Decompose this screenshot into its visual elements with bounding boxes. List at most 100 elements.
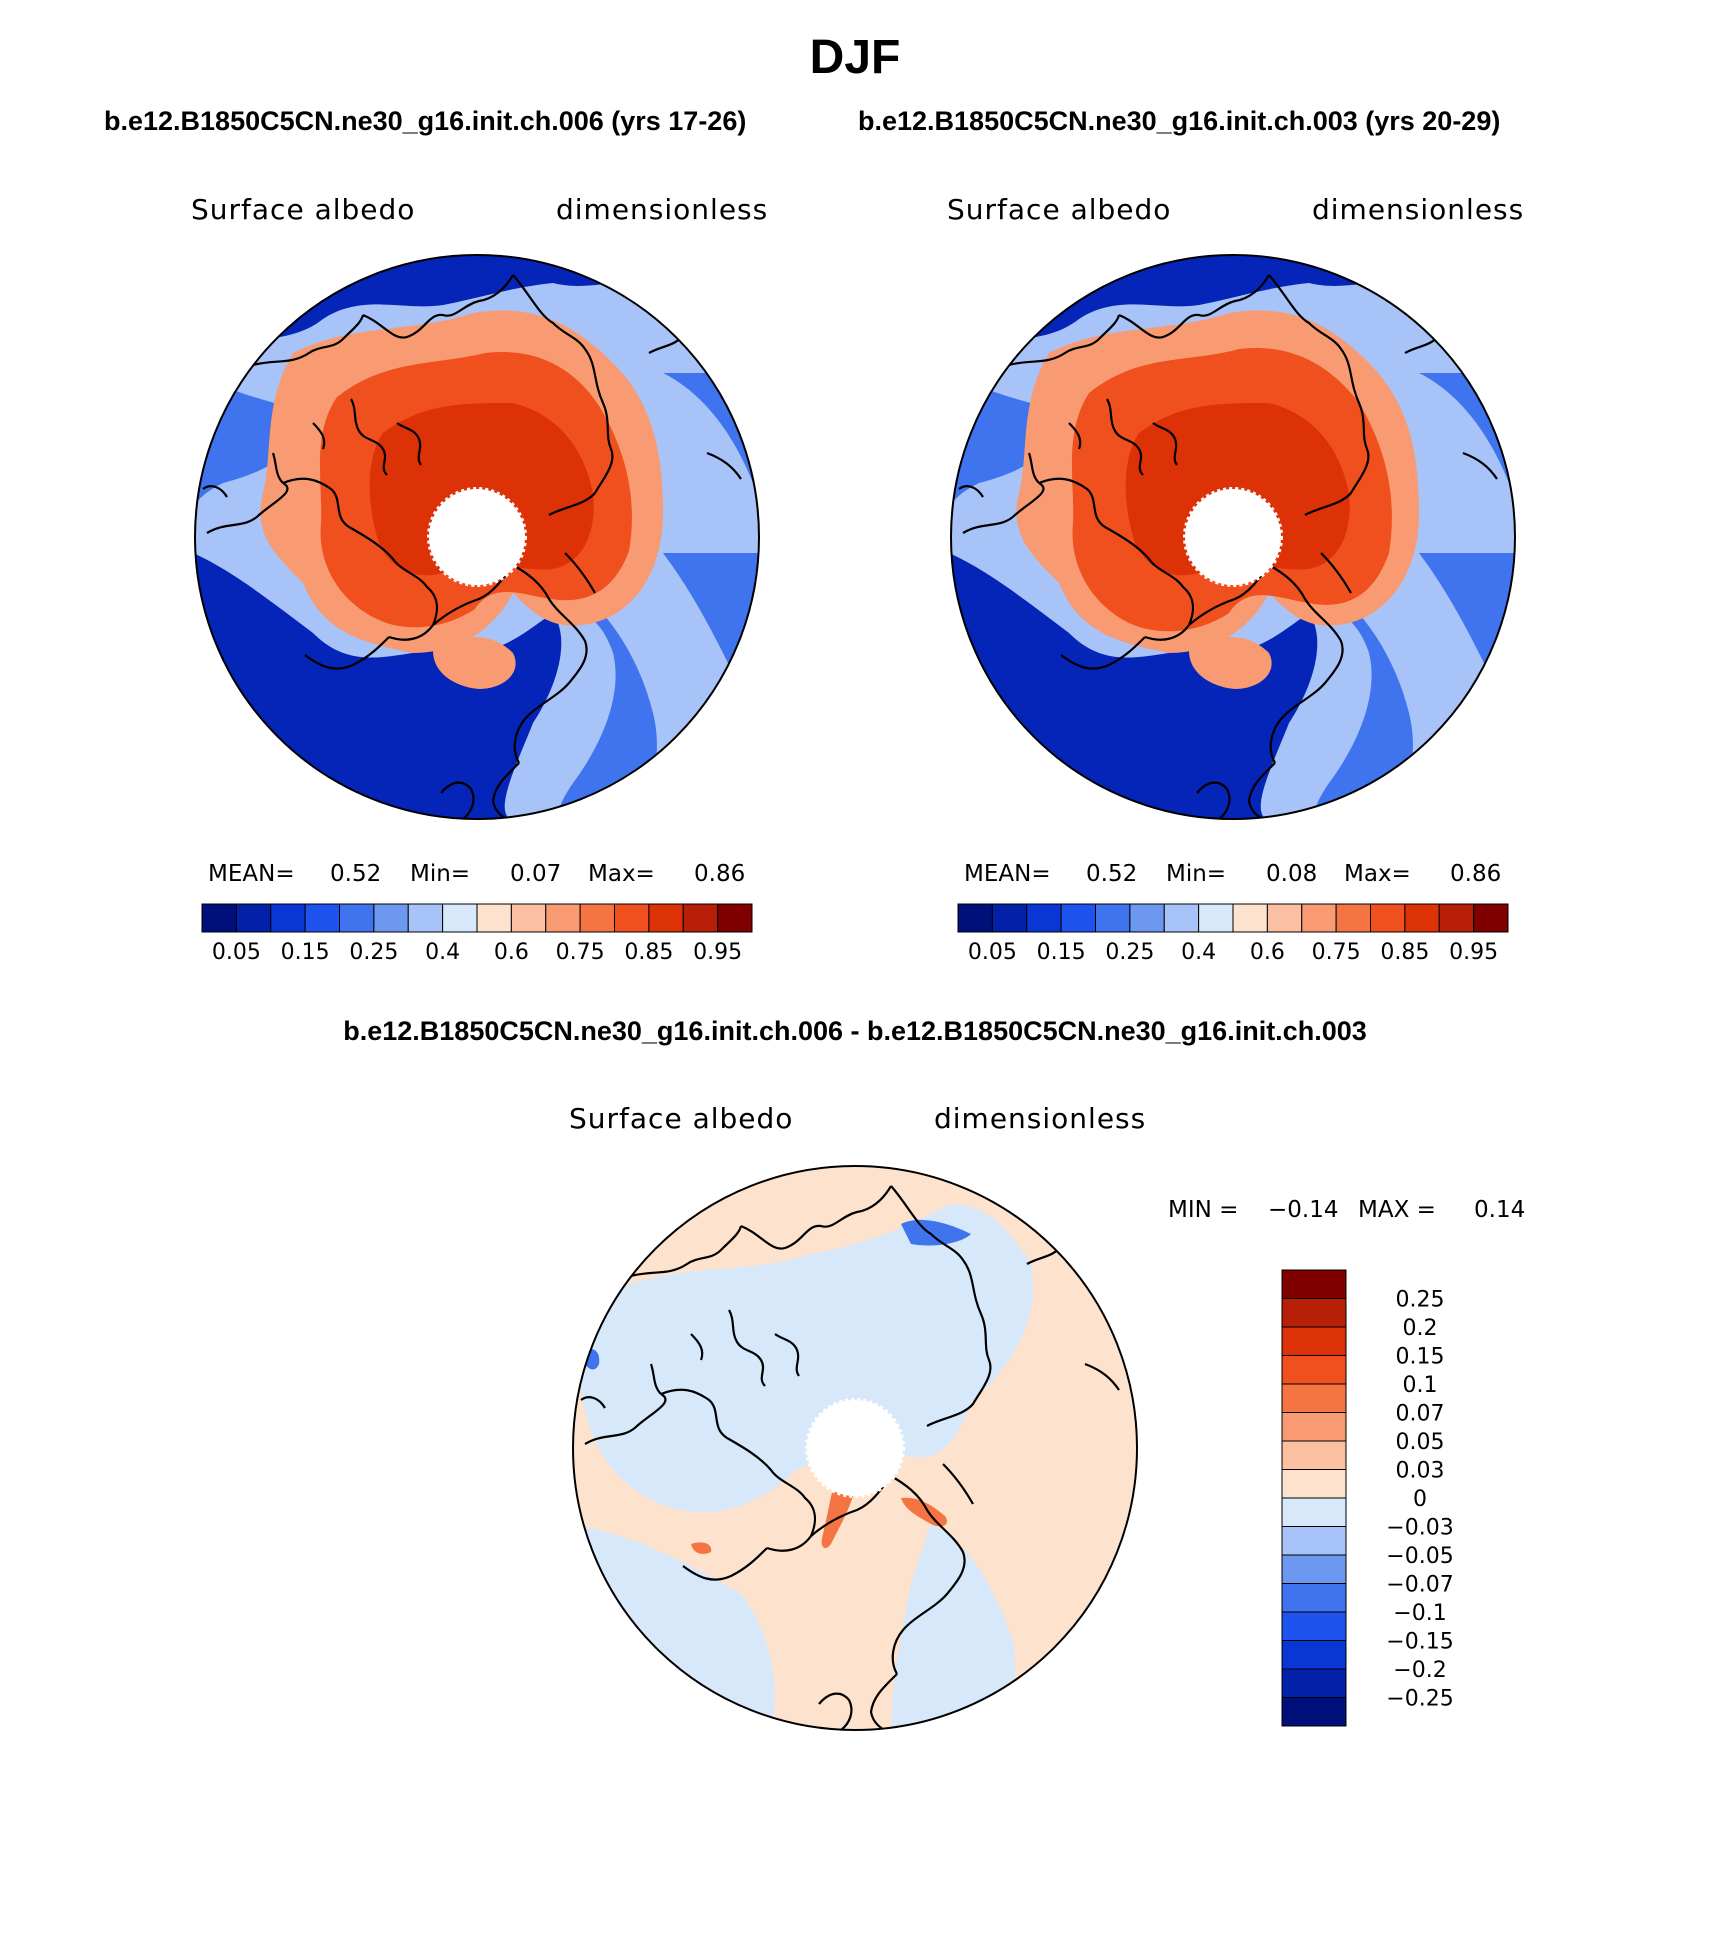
coastline [728, 1309, 766, 1387]
colorbar-right-swatch [1266, 903, 1303, 933]
coastline [584, 1393, 667, 1445]
coastline [706, 451, 742, 480]
coastline [740, 1185, 892, 1250]
colorbar-right-swatch [1370, 903, 1406, 933]
greenland-edge [433, 636, 516, 689]
colorbar-left-tick-label: 0.05 [212, 940, 261, 965]
coastline [630, 1225, 743, 1278]
coastline [962, 482, 1045, 534]
colorbar-diff-swatch [1281, 1298, 1347, 1328]
colorbar-diff-swatch [1281, 1497, 1347, 1527]
diff-label: b.e12.B1850C5CN.ne30_g16.init.ch.006 - b… [343, 1016, 1367, 1046]
colorbar-diff-swatch [1281, 1611, 1347, 1641]
colorbar-diff-swatch [1281, 1412, 1347, 1442]
coastline [1196, 781, 1231, 819]
pole-hole [427, 487, 527, 587]
colorbar-diff: 0.25 0.2 0.15 0.1 0.07 0.05 0.03 0 −0.03 −0.05 −0.… [1281, 1269, 1454, 1727]
coastline [1068, 422, 1082, 450]
coastline [818, 1692, 853, 1730]
case-label-left: b.e12.B1850C5CN.ne30_g16.init.ch.006 (yr… [104, 106, 747, 136]
coastline [350, 398, 388, 476]
colorbar-right-swatch [1438, 903, 1475, 933]
coastline [1320, 552, 1352, 594]
diff-units: dimensionless [934, 1102, 1147, 1135]
panel1-min-label: Min= [410, 861, 471, 887]
colorbar-left-swatch [510, 903, 547, 933]
diff-min-value: −0.14 [1268, 1197, 1339, 1223]
colorbar-right-tick-label: 0.95 [1449, 940, 1498, 965]
colorbar-left-swatch [682, 903, 719, 933]
map-border [194, 254, 760, 820]
colorbar-left-tick-label: 0.4 [425, 940, 460, 965]
colorbar-right: 0.05 0.15 0.25 0.4 0.6 0.75 0.85 0.95 [957, 903, 1509, 965]
panel2-variable: Surface albedo [947, 193, 1172, 226]
warm-spot-labrador [691, 1542, 712, 1554]
coastline [440, 781, 475, 819]
colorbar-left-swatch [442, 903, 478, 933]
colorbar-right-swatch [1473, 903, 1509, 933]
colorbar-diff-tick-label: −0.25 [1386, 1687, 1453, 1712]
colorbar-left-swatch [648, 903, 684, 933]
coastline [682, 1547, 768, 1581]
colorbar-diff-tick-label: −0.15 [1386, 1630, 1453, 1655]
colorbar-diff-tick-label: −0.03 [1386, 1516, 1453, 1541]
polar-map-diff [572, 1165, 1138, 1731]
diff-min-label: MIN = [1168, 1197, 1239, 1223]
panel1-max-value: 0.86 [694, 861, 746, 887]
colorbar-diff-swatch [1281, 1583, 1347, 1613]
colorbar-right-tick-label: 0.15 [1037, 940, 1086, 965]
coastline [649, 1363, 662, 1395]
coastline [942, 1463, 974, 1505]
pole-hole [805, 1398, 905, 1498]
coastline [312, 422, 326, 450]
colorbar-diff-swatch [1281, 1668, 1347, 1698]
case-label-right: b.e12.B1850C5CN.ne30_g16.init.ch.003 (yr… [858, 106, 1501, 136]
colorbar-left-tick-label: 0.75 [556, 940, 605, 965]
colorbar-diff-tick-label: 0.15 [1396, 1345, 1445, 1370]
colorbar-left-tick-label: 0.85 [624, 940, 673, 965]
coastline [512, 564, 588, 764]
diff-max-label: MAX = [1358, 1197, 1436, 1223]
map-border [950, 254, 1516, 820]
coastline [1268, 274, 1370, 516]
coastline [512, 274, 614, 516]
diff-max-value: 0.14 [1474, 1197, 1526, 1223]
colorbar-diff-tick-label: −0.05 [1386, 1544, 1453, 1569]
ocean-siberia-east [1419, 553, 1515, 753]
colorbar-diff-tick-label: 0.2 [1403, 1316, 1438, 1341]
panel1-max-label: Max= [588, 861, 655, 887]
colorbar-right-swatch [957, 903, 993, 933]
polar-map-right [950, 254, 1516, 820]
coastline [271, 452, 284, 484]
colorbar-right-swatch [1232, 903, 1268, 933]
greenland-edge [1189, 636, 1272, 689]
map-border [572, 1165, 1138, 1731]
colorbar-diff-tick-label: 0.25 [1396, 1288, 1445, 1313]
panel1-variable: Surface albedo [191, 193, 416, 226]
colorbar-left-swatch [339, 903, 375, 933]
panel1-min-value: 0.07 [510, 861, 562, 887]
colorbar-left-swatch [407, 903, 444, 933]
ocean-siberia-east [663, 553, 759, 753]
coastline [1060, 636, 1146, 670]
coastline [1084, 1362, 1120, 1391]
coastline [774, 1333, 800, 1377]
colorbar-diff-swatch [1281, 1697, 1347, 1727]
colorbar-left-swatch [270, 903, 306, 933]
colorbar-left-tick-label: 0.15 [281, 940, 330, 965]
coastline [206, 482, 289, 534]
coastline [1027, 452, 1040, 484]
colorbar-diff-swatch [1281, 1554, 1347, 1584]
coastline [1268, 564, 1344, 764]
colorbar-right-tick-label: 0.25 [1105, 940, 1154, 965]
colorbar-right-swatch [1335, 903, 1371, 933]
colorbar-diff-swatch [1281, 1326, 1347, 1356]
panel1-mean-value: 0.52 [330, 861, 382, 887]
diff-variable: Surface albedo [569, 1102, 794, 1135]
colorbar-diff-swatch [1281, 1440, 1347, 1470]
colorbar-left-swatch [476, 903, 512, 933]
colorbar-diff-tick-label: 0 [1413, 1487, 1427, 1512]
panel1-mean-label: MEAN= [208, 861, 295, 887]
colorbar-left-swatch [717, 903, 753, 933]
colorbar-left-swatch [614, 903, 650, 933]
